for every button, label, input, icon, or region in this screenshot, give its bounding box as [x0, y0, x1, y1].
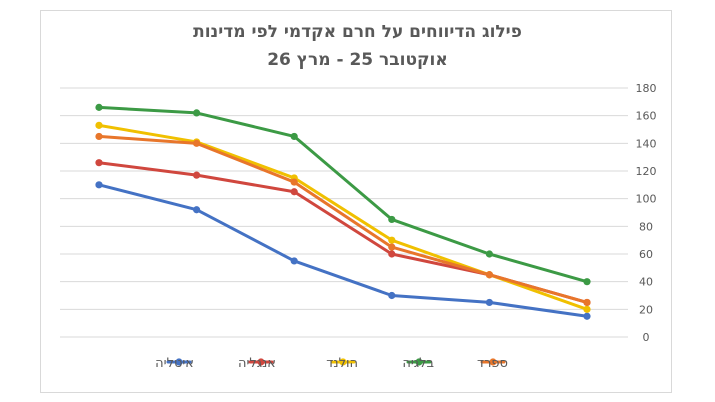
data-point	[193, 139, 201, 147]
legend-label: ספרד	[477, 356, 508, 371]
data-point	[583, 305, 591, 313]
data-point	[388, 243, 396, 251]
data-point	[583, 278, 591, 286]
data-point	[290, 188, 298, 196]
legend-marker	[257, 358, 265, 366]
legend-label: אנגליה	[238, 356, 276, 371]
data-point	[290, 178, 298, 186]
data-point	[290, 132, 298, 141]
data-point	[388, 291, 396, 300]
chart-title-line1: פילוג הדיווחים על חרם אקדמי לפי מדינות	[193, 22, 522, 42]
data-point	[485, 298, 493, 307]
y-tick-label: 60	[639, 248, 653, 261]
data-point	[290, 257, 298, 265]
data-point	[485, 271, 493, 279]
series-line-1	[97, 183, 589, 318]
y-tick-label: 40	[639, 276, 653, 289]
legend-marker	[339, 358, 347, 366]
legend-marker	[175, 358, 183, 366]
legend-marker	[415, 358, 423, 366]
y-tick-label: 120	[636, 165, 657, 178]
data-point	[95, 121, 103, 129]
data-point	[95, 159, 103, 167]
legend-label: בלגיה	[402, 356, 434, 371]
y-tick-label: 80	[639, 220, 653, 233]
chart-frame	[40, 10, 672, 393]
data-point	[485, 250, 493, 258]
data-point	[388, 250, 396, 258]
y-tick-label: 180	[636, 82, 657, 95]
y-tick-label: 100	[636, 193, 657, 206]
data-point	[95, 132, 103, 141]
data-point	[583, 298, 591, 307]
data-point	[193, 109, 201, 117]
series-line-4	[97, 105, 589, 284]
data-point	[193, 206, 201, 214]
y-tick-label: 0	[643, 331, 650, 344]
chart-title-line2: אוקטובר 25 - מרץ 26	[267, 50, 448, 70]
series-line-5	[97, 134, 589, 304]
legend-marker	[489, 358, 497, 366]
data-point	[95, 103, 103, 111]
y-tick-label: 140	[636, 137, 657, 150]
y-tick-label: 20	[639, 303, 653, 316]
legend-label: הולנד	[326, 356, 358, 371]
y-tick-label: 160	[636, 110, 657, 123]
data-point	[193, 171, 201, 179]
data-point	[388, 215, 396, 224]
data-point	[388, 236, 396, 244]
legend-label: איטליה	[155, 356, 194, 371]
data-point	[583, 312, 591, 320]
data-point	[95, 181, 103, 189]
